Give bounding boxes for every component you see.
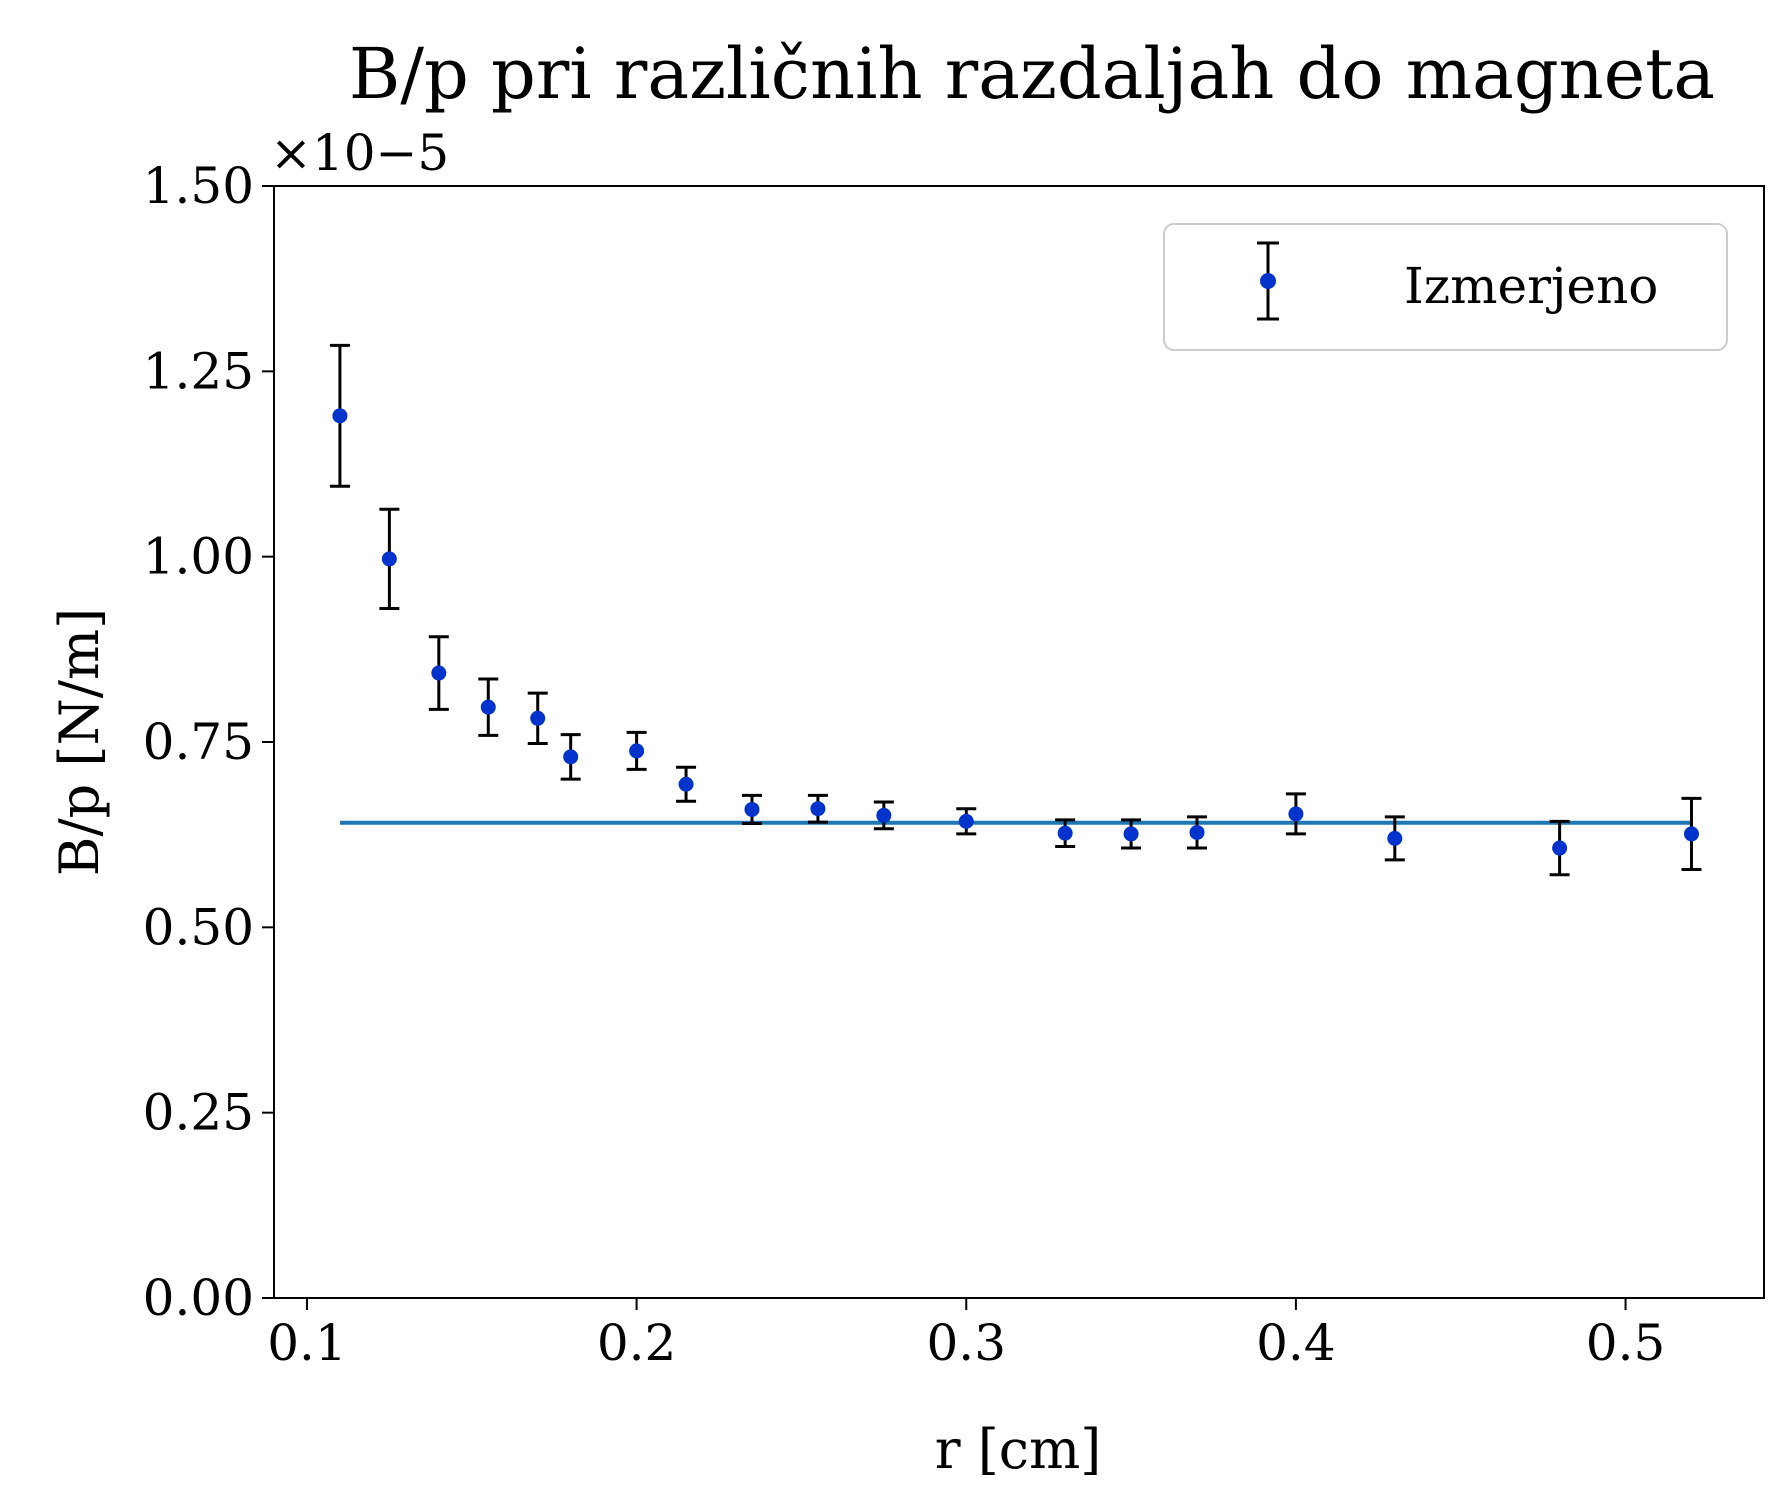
data-point [807,793,828,824]
data-point [478,677,499,737]
data-marker [629,743,645,759]
data-point [527,691,548,745]
data-point [560,733,581,781]
y-tick-label: 0.00 [143,1269,254,1327]
data-marker [431,665,447,681]
data-point [1121,818,1142,850]
data-marker [1189,824,1205,840]
data-point [1549,819,1570,877]
data-marker [530,710,546,726]
data-point [428,635,449,711]
legend-frame [1163,223,1728,351]
data-marker [1552,840,1568,856]
data-marker [744,801,760,817]
x-tick-label: 0.4 [1256,1314,1336,1372]
data-point [741,793,762,826]
data-point [1055,818,1076,849]
y-tick-label: 1.00 [143,528,254,586]
x-tick-label: 0.2 [597,1314,677,1372]
data-marker [480,699,496,715]
data-marker [1387,830,1403,846]
x-axis: 0.1 0.2 0.3 0.4 0.5 [267,1298,1665,1372]
x-tick-label: 0.1 [267,1314,347,1372]
data-point [956,807,977,836]
y-tick-label: 1.25 [143,342,254,400]
data-point [1187,815,1208,850]
data-marker [1288,806,1304,822]
data-marker [563,749,579,765]
data-marker [381,551,397,567]
data-point [1681,796,1702,872]
x-tick-label: 0.5 [1586,1314,1666,1372]
data-marker [678,776,694,792]
data-point [1285,792,1306,836]
data-marker [1683,826,1699,842]
y-tick-label: 0.25 [143,1084,254,1142]
x-axis-label: r [cm] [935,1418,1102,1481]
data-marker [876,807,892,823]
legend: Izmerjeno [1163,223,1728,351]
data-marker [1057,825,1073,841]
y-axis-label: B/p [N/m] [48,608,111,876]
y-axis: 0.00 0.25 0.50 0.75 1.00 1.25 1.50 [143,157,274,1327]
data-point [873,800,894,831]
y-tick-label: 1.50 [143,157,254,215]
y-tick-label: 0.50 [143,898,254,956]
data-point [626,730,647,771]
chart-title: B/p pri različnih razdaljah do magneta [349,33,1715,115]
data-point [676,765,697,803]
legend-label: Izmerjeno [1404,257,1658,315]
plot-area [329,343,1702,877]
data-point [379,507,400,611]
y-tick-label: 0.75 [143,713,254,771]
data-marker [810,801,826,817]
data-marker [958,813,974,829]
x-tick-label: 0.3 [926,1314,1006,1372]
y-offset-label: ×10−5 [270,124,449,182]
data-marker [332,408,348,424]
data-marker [1123,826,1139,842]
data-point [1384,815,1405,862]
legend-marker [1260,273,1276,289]
data-point [329,343,350,488]
